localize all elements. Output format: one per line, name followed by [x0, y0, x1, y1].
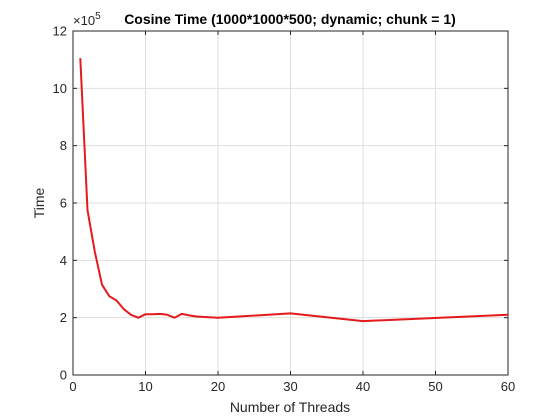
y-tick-label: 12 — [53, 24, 67, 39]
y-tick-label: 0 — [60, 368, 67, 383]
x-tick-label: 50 — [428, 379, 442, 394]
y-tick-label: 6 — [60, 196, 67, 211]
series-group — [79, 58, 509, 323]
x-axis-label: Number of Threads — [230, 399, 350, 415]
chart-title: Cosine Time (1000*1000*500; dynamic; chu… — [124, 11, 456, 27]
grid-lines — [72, 30, 509, 376]
y-tick-label: 8 — [60, 138, 67, 153]
axis-ticks — [72, 30, 509, 376]
x-tick-labels: 0 10 20 30 40 50 60 — [69, 379, 515, 394]
x-tick-label: 10 — [138, 379, 152, 394]
y-axis-label: Time — [31, 187, 47, 218]
x-tick-label: 20 — [211, 379, 225, 394]
y-tick-labels: 0 2 4 6 8 10 12 — [53, 24, 67, 383]
y-axis-multiplier: ×105 — [73, 11, 101, 28]
x-tick-label: 60 — [501, 379, 515, 394]
x-tick-label: 0 — [69, 379, 76, 394]
x-tick-label: 40 — [356, 379, 370, 394]
y-tick-label: 10 — [53, 81, 67, 96]
y-tick-label: 2 — [60, 310, 67, 325]
series-line — [79, 58, 509, 323]
y-tick-label: 4 — [60, 253, 67, 268]
x-tick-label: 30 — [283, 379, 297, 394]
